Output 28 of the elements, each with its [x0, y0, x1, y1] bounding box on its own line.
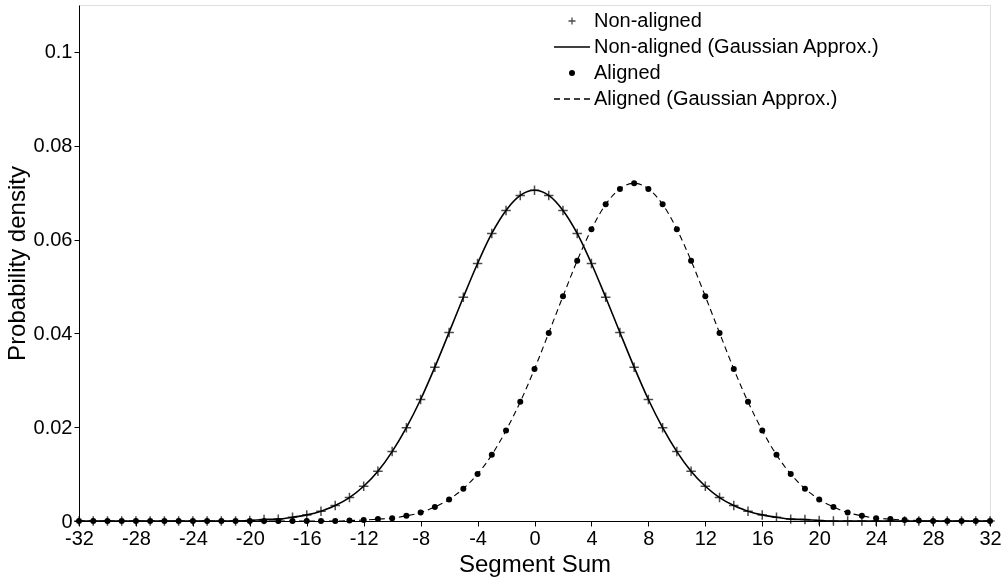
y-tick-label: 0.06 [33, 228, 73, 251]
legend-label: Aligned (Gaussian Approx.) [594, 87, 838, 109]
x-tick-label: -28 [121, 526, 151, 549]
x-tick-label: 24 [865, 526, 888, 549]
y-tick-label: 0 [61, 509, 73, 532]
legend-label: Non-aligned (Gaussian Approx.) [594, 35, 879, 57]
x-tick-label: 0 [529, 526, 541, 549]
x-tick-label: -12 [349, 526, 379, 549]
x-tick-label: 8 [643, 526, 655, 549]
x-tick-label: -4 [469, 526, 487, 549]
y-tick-label: 0.02 [33, 415, 73, 438]
x-tick-label: 4 [586, 526, 598, 549]
x-tick-label: 28 [922, 526, 945, 549]
legend-label: Non-aligned [594, 9, 702, 31]
y-tick-label: 0.08 [33, 134, 73, 157]
y-tick-label: 0.1 [44, 40, 73, 63]
y-axis-title: Probability density [2, 166, 30, 361]
x-tick-label: -24 [178, 526, 208, 549]
x-axis-title: Segment Sum [458, 549, 612, 577]
x-tick-label: 32 [979, 526, 1002, 549]
y-tick-label: 0.04 [33, 321, 73, 344]
x-tick-label: 16 [751, 526, 774, 549]
x-tick-label: -16 [292, 526, 322, 549]
x-tick-label: 12 [694, 526, 717, 549]
x-tick-label: -8 [412, 526, 431, 549]
x-tick-label: -20 [235, 526, 265, 549]
legend-label: Aligned [594, 61, 661, 83]
x-tick-label: 20 [808, 526, 831, 549]
